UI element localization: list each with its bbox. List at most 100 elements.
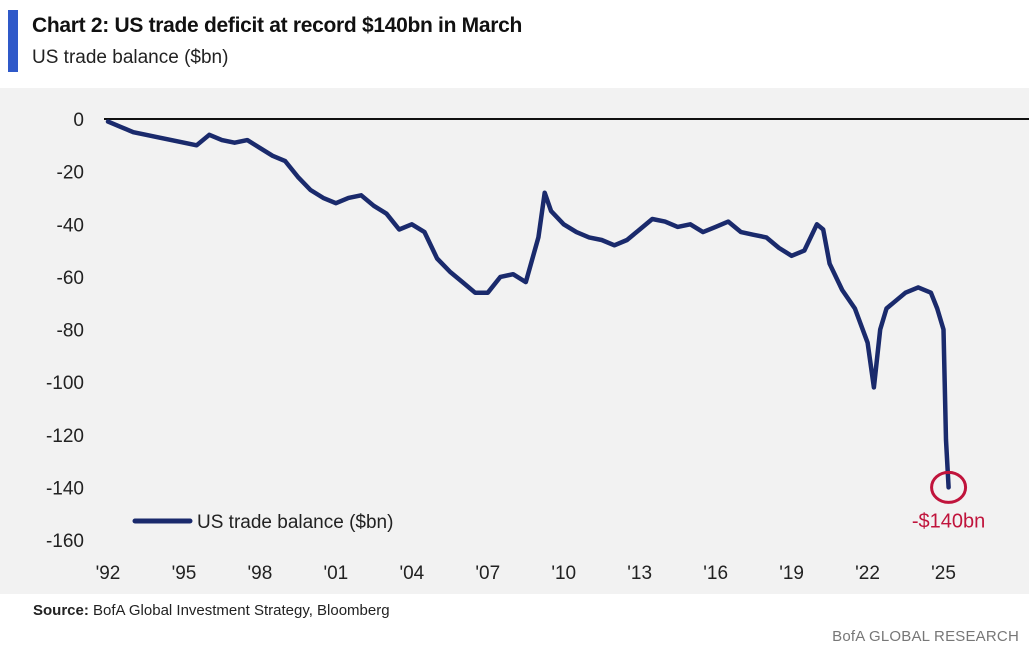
- x-tick-label: '01: [323, 563, 348, 584]
- data-point: [397, 228, 401, 232]
- data-point: [448, 270, 452, 274]
- data-point: [562, 222, 566, 226]
- data-point: [511, 272, 515, 276]
- data-point: [473, 291, 477, 295]
- data-point: [612, 243, 616, 247]
- x-tick-label: '13: [627, 563, 652, 584]
- data-point: [347, 196, 351, 200]
- data-points: [106, 120, 951, 489]
- data-point: [752, 233, 756, 237]
- data-point: [638, 228, 642, 232]
- data-point: [460, 280, 464, 284]
- data-point: [701, 230, 705, 234]
- data-point: [435, 256, 439, 260]
- data-point: [904, 291, 908, 295]
- y-tick-label: -160: [46, 531, 84, 552]
- data-point: [220, 138, 224, 142]
- data-point: [878, 328, 882, 331]
- x-tick-label: '10: [551, 563, 576, 584]
- data-point: [271, 154, 275, 158]
- data-point: [916, 285, 920, 289]
- data-point: [524, 280, 528, 284]
- x-axis-ticks: '92 '95 '98 '01 '04 '07 '10 '13 '16 '19 '22 '25: [96, 563, 956, 584]
- data-point: [233, 141, 237, 145]
- data-point: [119, 125, 123, 129]
- data-point: [739, 230, 743, 234]
- x-tick-label: '92: [96, 563, 121, 584]
- data-point: [195, 143, 199, 147]
- data-point: [410, 222, 414, 226]
- data-point: [574, 230, 578, 234]
- data-point: [777, 246, 781, 250]
- x-tick-label: '19: [779, 563, 804, 584]
- plot-panel: [0, 88, 1029, 594]
- x-tick-label: '07: [475, 563, 500, 584]
- annotation-label: -$140bn: [912, 510, 985, 532]
- data-point: [676, 225, 680, 229]
- data-point: [106, 120, 110, 124]
- chart-subtitle: US trade balance ($bn): [32, 47, 229, 68]
- y-axis-ticks: 0 -20 -40 -60 -80 -100 -120 -140 -160: [46, 110, 84, 552]
- source-label: Source:: [33, 602, 89, 619]
- data-point: [536, 235, 540, 239]
- data-point: [872, 385, 876, 389]
- data-point: [714, 225, 718, 229]
- data-point: [815, 222, 819, 226]
- data-point: [549, 209, 553, 213]
- data-point: [650, 217, 654, 221]
- data-point: [821, 228, 825, 232]
- y-tick-label: -80: [57, 321, 84, 342]
- data-point: [885, 306, 889, 310]
- data-point: [891, 301, 895, 305]
- data-point: [688, 222, 692, 226]
- data-point: [625, 238, 629, 242]
- data-point: [929, 291, 933, 295]
- data-point: [764, 235, 768, 239]
- source-text: BofA Global Investment Strategy, Bloombe…: [93, 602, 390, 619]
- data-point: [486, 291, 490, 295]
- data-point: [372, 204, 376, 208]
- y-tick-label: -40: [57, 215, 84, 236]
- brand-mark: BofA GLOBAL RESEARCH: [832, 628, 1019, 645]
- data-point: [543, 191, 547, 195]
- chart-title: Chart 2: US trade deficit at record $140…: [32, 14, 523, 37]
- y-tick-label: -140: [46, 478, 84, 499]
- data-point: [309, 188, 313, 192]
- x-tick-label: '16: [703, 563, 728, 584]
- data-point: [944, 438, 948, 442]
- data-point: [947, 485, 951, 489]
- y-tick-label: -120: [46, 426, 84, 447]
- data-point: [245, 138, 249, 142]
- legend-label: US trade balance ($bn): [197, 512, 393, 533]
- data-point: [726, 220, 730, 224]
- data-point: [587, 235, 591, 239]
- data-point: [942, 328, 946, 331]
- title-accent-bar: [8, 10, 18, 72]
- data-point: [663, 220, 667, 224]
- data-point: [385, 212, 389, 216]
- data-point: [840, 288, 844, 292]
- y-tick-label: -20: [57, 163, 84, 184]
- data-point: [866, 341, 870, 345]
- x-tick-label: '98: [248, 563, 273, 584]
- legend: US trade balance ($bn): [132, 512, 393, 533]
- data-point: [802, 249, 806, 253]
- data-point: [853, 306, 857, 310]
- data-point: [359, 193, 363, 197]
- data-point: [498, 275, 502, 279]
- data-point: [157, 135, 161, 139]
- x-tick-label: '95: [172, 563, 197, 584]
- x-tick-label: '25: [931, 563, 956, 584]
- data-point: [935, 306, 939, 310]
- data-point: [334, 201, 338, 205]
- data-point: [144, 133, 148, 137]
- data-point: [790, 254, 794, 258]
- annotation-circle: [930, 470, 968, 504]
- data-point: [296, 175, 300, 179]
- y-tick-label: -100: [46, 373, 84, 394]
- data-point: [169, 138, 173, 142]
- data-point: [131, 130, 135, 134]
- y-tick-label: 0: [73, 110, 84, 131]
- trade-balance-line: [105, 119, 951, 490]
- data-point: [828, 262, 832, 266]
